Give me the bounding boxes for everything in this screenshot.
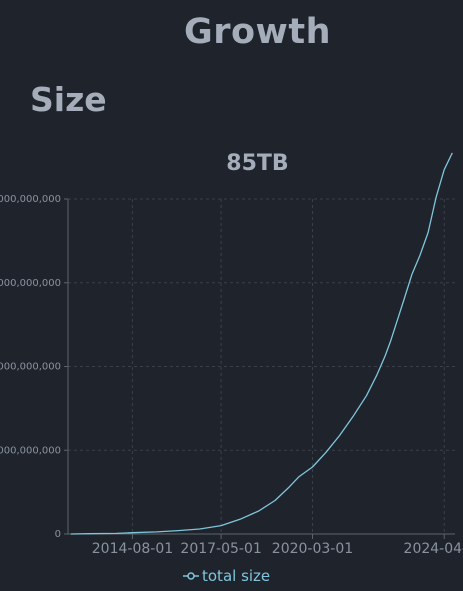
chart-title: 85TB	[226, 151, 289, 176]
y-tick-label: 20,000,000,000,000	[0, 445, 61, 456]
x-tick-label: 2020-03-01	[272, 541, 353, 557]
y-tick-label: 60,000,000,000,000	[0, 278, 61, 289]
x-tick-labels: 2014-08-01 2017-05-01 2020-03-01 2024-04-01	[92, 541, 463, 557]
axes	[64, 198, 455, 539]
legend[interactable]: total size	[183, 566, 270, 586]
x-tick-label: 2024-04-01	[404, 541, 463, 557]
series-lines	[70, 152, 453, 535]
series-line-total-size	[70, 152, 453, 535]
x-tick-label: 2017-05-01	[180, 541, 261, 557]
grid-lines	[68, 198, 455, 534]
legend-label: total size	[202, 567, 271, 585]
legend-line-marker-icon	[183, 572, 199, 580]
section-title: Size	[30, 80, 107, 119]
page-title: Growth	[183, 12, 332, 52]
y-tick-label: 40,000,000,000,000	[0, 362, 61, 373]
size-line-chart: 0 20,000,000,000,000 40,000,000,000,000 60,…	[0, 152, 463, 557]
y-tick-label: 0	[55, 529, 61, 540]
y-tick-labels: 0 20,000,000,000,000 40,000,000,000,000 60,…	[0, 194, 61, 540]
y-tick-label: 80,000,000,000,000	[0, 194, 61, 205]
x-tick-label: 2014-08-01	[92, 541, 173, 557]
